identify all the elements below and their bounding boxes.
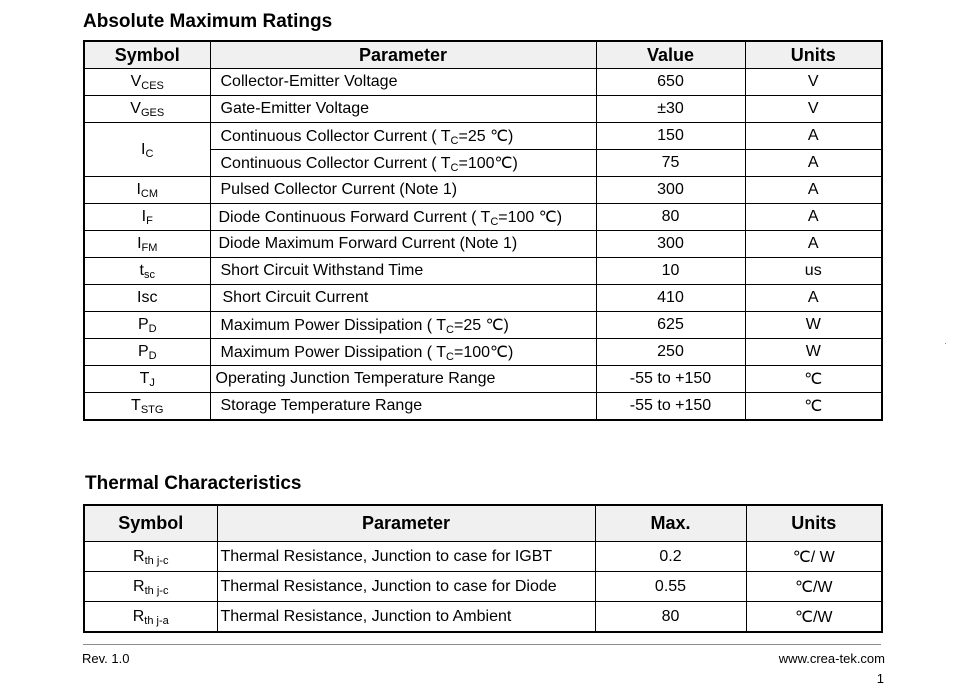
header-max: Max.: [594, 504, 747, 542]
unit-cell: ℃/ W: [745, 541, 883, 572]
parameter-cell: Maximum Power Dissipation ( TC=100℃): [209, 338, 597, 366]
thermal-characteristics-table: Symbol Parameter Max. Units Rth j-c Ther…: [83, 504, 883, 633]
unit-cell: ℃/W: [745, 571, 883, 602]
symbol-cell: ICM: [83, 176, 211, 204]
parameter-cell: Gate-Emitter Voltage: [209, 95, 597, 123]
value-cell: -55 to +150: [595, 392, 746, 421]
section-title-thermal: Thermal Characteristics: [85, 473, 302, 494]
table-header-row: Symbol Parameter Max. Units: [83, 504, 883, 542]
parameter-cell: Diode Continuous Forward Current ( TC=10…: [209, 203, 597, 231]
parameter-cell: Collector-Emitter Voltage: [209, 68, 597, 96]
table-row: IFM Diode Maximum Forward Current (Note …: [83, 230, 883, 258]
parameter-cell: Pulsed Collector Current (Note 1): [209, 176, 597, 204]
value-cell: 150: [595, 122, 746, 150]
symbol-cell: VGES: [83, 95, 211, 123]
table-row: Isc Short Circuit Current 410 A: [83, 284, 883, 312]
table-row: Rth j-c Thermal Resistance, Junction to …: [83, 571, 883, 602]
symbol-cell: TSTG: [83, 392, 211, 421]
symbol-cell: IFM: [83, 230, 211, 258]
header-parameter: Parameter: [216, 504, 596, 542]
header-symbol: Symbol: [83, 504, 218, 542]
table-row: PD Maximum Power Dissipation ( TC=100℃) …: [83, 338, 883, 366]
header-value: Value: [595, 40, 746, 69]
unit-cell: A: [744, 149, 883, 177]
parameter-cell: Thermal Resistance, Junction to case for…: [216, 571, 596, 602]
footer-revision: Rev. 1.0: [82, 651, 130, 666]
table-row: ICM Pulsed Collector Current (Note 1) 30…: [83, 176, 883, 204]
parameter-cell: Thermal Resistance, Junction to Ambient: [216, 601, 596, 633]
unit-cell: W: [744, 311, 883, 339]
value-cell: 625: [595, 311, 746, 339]
max-cell: 80: [594, 601, 747, 633]
value-cell: 300: [595, 230, 746, 258]
footer-page-number: 1: [876, 671, 884, 686]
parameter-cell: Storage Temperature Range: [209, 392, 597, 421]
table-row: TSTG Storage Temperature Range -55 to +1…: [83, 392, 883, 421]
section-title-absolute-max: Absolute Maximum Ratings: [83, 11, 333, 32]
unit-cell: A: [744, 176, 883, 204]
parameter-cell: Short Circuit Current: [209, 284, 597, 312]
header-symbol: Symbol: [83, 40, 211, 69]
table-header-row: Symbol Parameter Value Units: [83, 40, 883, 69]
table-row: IF Diode Continuous Forward Current ( TC…: [83, 203, 883, 231]
symbol-cell: TJ: [83, 365, 211, 393]
unit-cell: us: [744, 257, 883, 285]
symbol-cell: VCES: [83, 68, 211, 96]
unit-cell: V: [744, 95, 883, 123]
unit-cell: ℃/W: [745, 601, 883, 633]
symbol-cell: Rth j-c: [83, 571, 218, 602]
value-cell: 250: [595, 338, 746, 366]
header-units: Units: [745, 504, 883, 542]
value-cell: 410: [595, 284, 746, 312]
symbol-cell: tsc: [83, 257, 211, 285]
header-parameter: Parameter: [209, 40, 597, 69]
symbol-cell: Rth j-a: [83, 601, 218, 633]
table-row: Rth j-c Thermal Resistance, Junction to …: [83, 541, 883, 572]
symbol-cell: PD: [83, 311, 211, 339]
unit-cell: W: [744, 338, 883, 366]
unit-cell: ℃: [744, 365, 883, 393]
unit-cell: A: [744, 284, 883, 312]
parameter-cell: Operating Junction Temperature Range: [209, 365, 597, 393]
value-cell: -55 to +150: [595, 365, 746, 393]
unit-cell: A: [744, 203, 883, 231]
symbol-cell: Isc: [83, 284, 211, 312]
parameter-cell: Continuous Collector Current ( TC=25 ℃): [209, 122, 597, 150]
symbol-cell: PD: [83, 338, 211, 366]
symbol-cell: IC: [83, 122, 211, 177]
unit-cell: A: [744, 122, 883, 150]
footer-website: www.crea-tek.com: [778, 651, 885, 666]
value-cell: 300: [595, 176, 746, 204]
parameter-cell: Continuous Collector Current ( TC=100℃): [209, 149, 597, 177]
symbol-cell: Rth j-c: [83, 541, 218, 572]
table-row: TJ Operating Junction Temperature Range …: [83, 365, 883, 393]
table-row: tsc Short Circuit Withstand Time 10 us: [83, 257, 883, 285]
parameter-cell: Maximum Power Dissipation ( TC=25 ℃): [209, 311, 597, 339]
unit-cell: ℃: [744, 392, 883, 421]
stray-dot: [945, 343, 946, 344]
value-cell: 10: [595, 257, 746, 285]
unit-cell: V: [744, 68, 883, 96]
footer-divider: [83, 644, 881, 645]
value-cell: ±30: [595, 95, 746, 123]
table-row: VCES Collector-Emitter Voltage 650 V: [83, 68, 883, 96]
absolute-max-ratings-table: Symbol Parameter Value Units VCES Collec…: [83, 40, 883, 421]
max-cell: 0.2: [594, 541, 747, 572]
value-cell: 80: [595, 203, 746, 231]
table-row: IC Continuous Collector Current ( TC=25 …: [83, 122, 883, 177]
header-units: Units: [744, 40, 883, 69]
max-cell: 0.55: [594, 571, 747, 602]
table-row: VGES Gate-Emitter Voltage ±30 V: [83, 95, 883, 123]
unit-cell: A: [744, 230, 883, 258]
parameter-cell: Short Circuit Withstand Time: [209, 257, 597, 285]
value-cell: 650: [595, 68, 746, 96]
value-cell: 75: [595, 149, 746, 177]
parameter-cell: Diode Maximum Forward Current (Note 1): [209, 230, 597, 258]
table-row: Rth j-a Thermal Resistance, Junction to …: [83, 601, 883, 633]
symbol-cell: IF: [83, 203, 211, 231]
parameter-cell: Thermal Resistance, Junction to case for…: [216, 541, 596, 572]
table-row: PD Maximum Power Dissipation ( TC=25 ℃) …: [83, 311, 883, 339]
table-row: Continuous Collector Current ( TC=100℃) …: [84, 149, 883, 177]
